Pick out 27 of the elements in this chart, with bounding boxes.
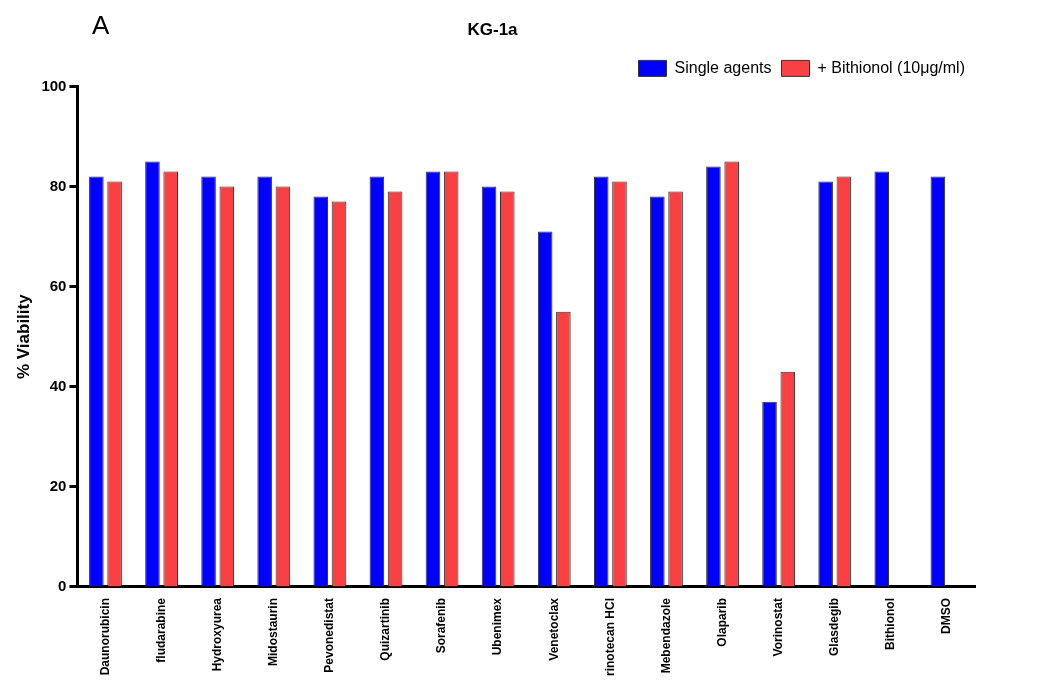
y-axis-title: % Viability [13, 293, 33, 380]
x-tick-label: Midostaurin [266, 597, 281, 666]
x-tick-label: Mebendazole [658, 597, 673, 674]
x-tick-label: Venetoclax [546, 597, 561, 661]
y-tick-label: 40 [49, 376, 67, 394]
x-tick-label: Olaparib [714, 597, 729, 647]
x-tick-label: Glasdegib [827, 597, 842, 656]
x-tick-label: rinotecan HCl [602, 597, 617, 676]
legend-label: + Bithionol (10μg/ml) [817, 58, 966, 76]
x-tick-label: Ubenimex [490, 597, 505, 656]
y-tick-label: 100 [41, 76, 67, 94]
x-tick-label: Daunorubicin [97, 597, 112, 676]
text: A [92, 10, 110, 41]
y-tick-label: 60 [49, 276, 67, 294]
x-tick-label: fludarabine [153, 597, 168, 663]
x-tick-label: Sorafenib [434, 597, 449, 654]
x-tick-label: Vorinostat [770, 597, 785, 657]
x-tick-label: Quizartinib [378, 597, 393, 661]
x-tick-label: Pevonedistat [322, 597, 337, 673]
chart-title: KG-1a [467, 19, 519, 39]
x-tick-label: DMSO [939, 597, 954, 634]
y-tick-label: 0 [58, 577, 67, 595]
x-tick-label: Hydroxyurea [209, 597, 224, 672]
y-tick-label: 20 [49, 477, 67, 495]
legend-label: Single agents [674, 58, 772, 76]
x-tick-label: Bithionol [883, 597, 898, 650]
y-tick-label: 80 [49, 176, 67, 194]
